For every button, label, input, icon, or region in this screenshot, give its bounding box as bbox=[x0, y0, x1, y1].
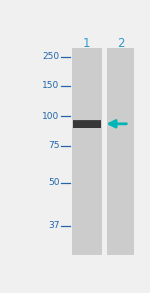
Text: 100: 100 bbox=[42, 112, 59, 121]
Text: 37: 37 bbox=[48, 221, 59, 230]
Text: 2: 2 bbox=[117, 37, 124, 50]
Bar bbox=[107, 47, 134, 255]
Text: 1: 1 bbox=[83, 37, 90, 50]
Text: 50: 50 bbox=[48, 178, 59, 188]
Text: 150: 150 bbox=[42, 81, 59, 91]
Bar bbox=[73, 120, 101, 128]
Text: 250: 250 bbox=[42, 52, 59, 61]
Bar bbox=[72, 47, 102, 255]
Text: 75: 75 bbox=[48, 141, 59, 150]
Bar bbox=[73, 120, 101, 121]
